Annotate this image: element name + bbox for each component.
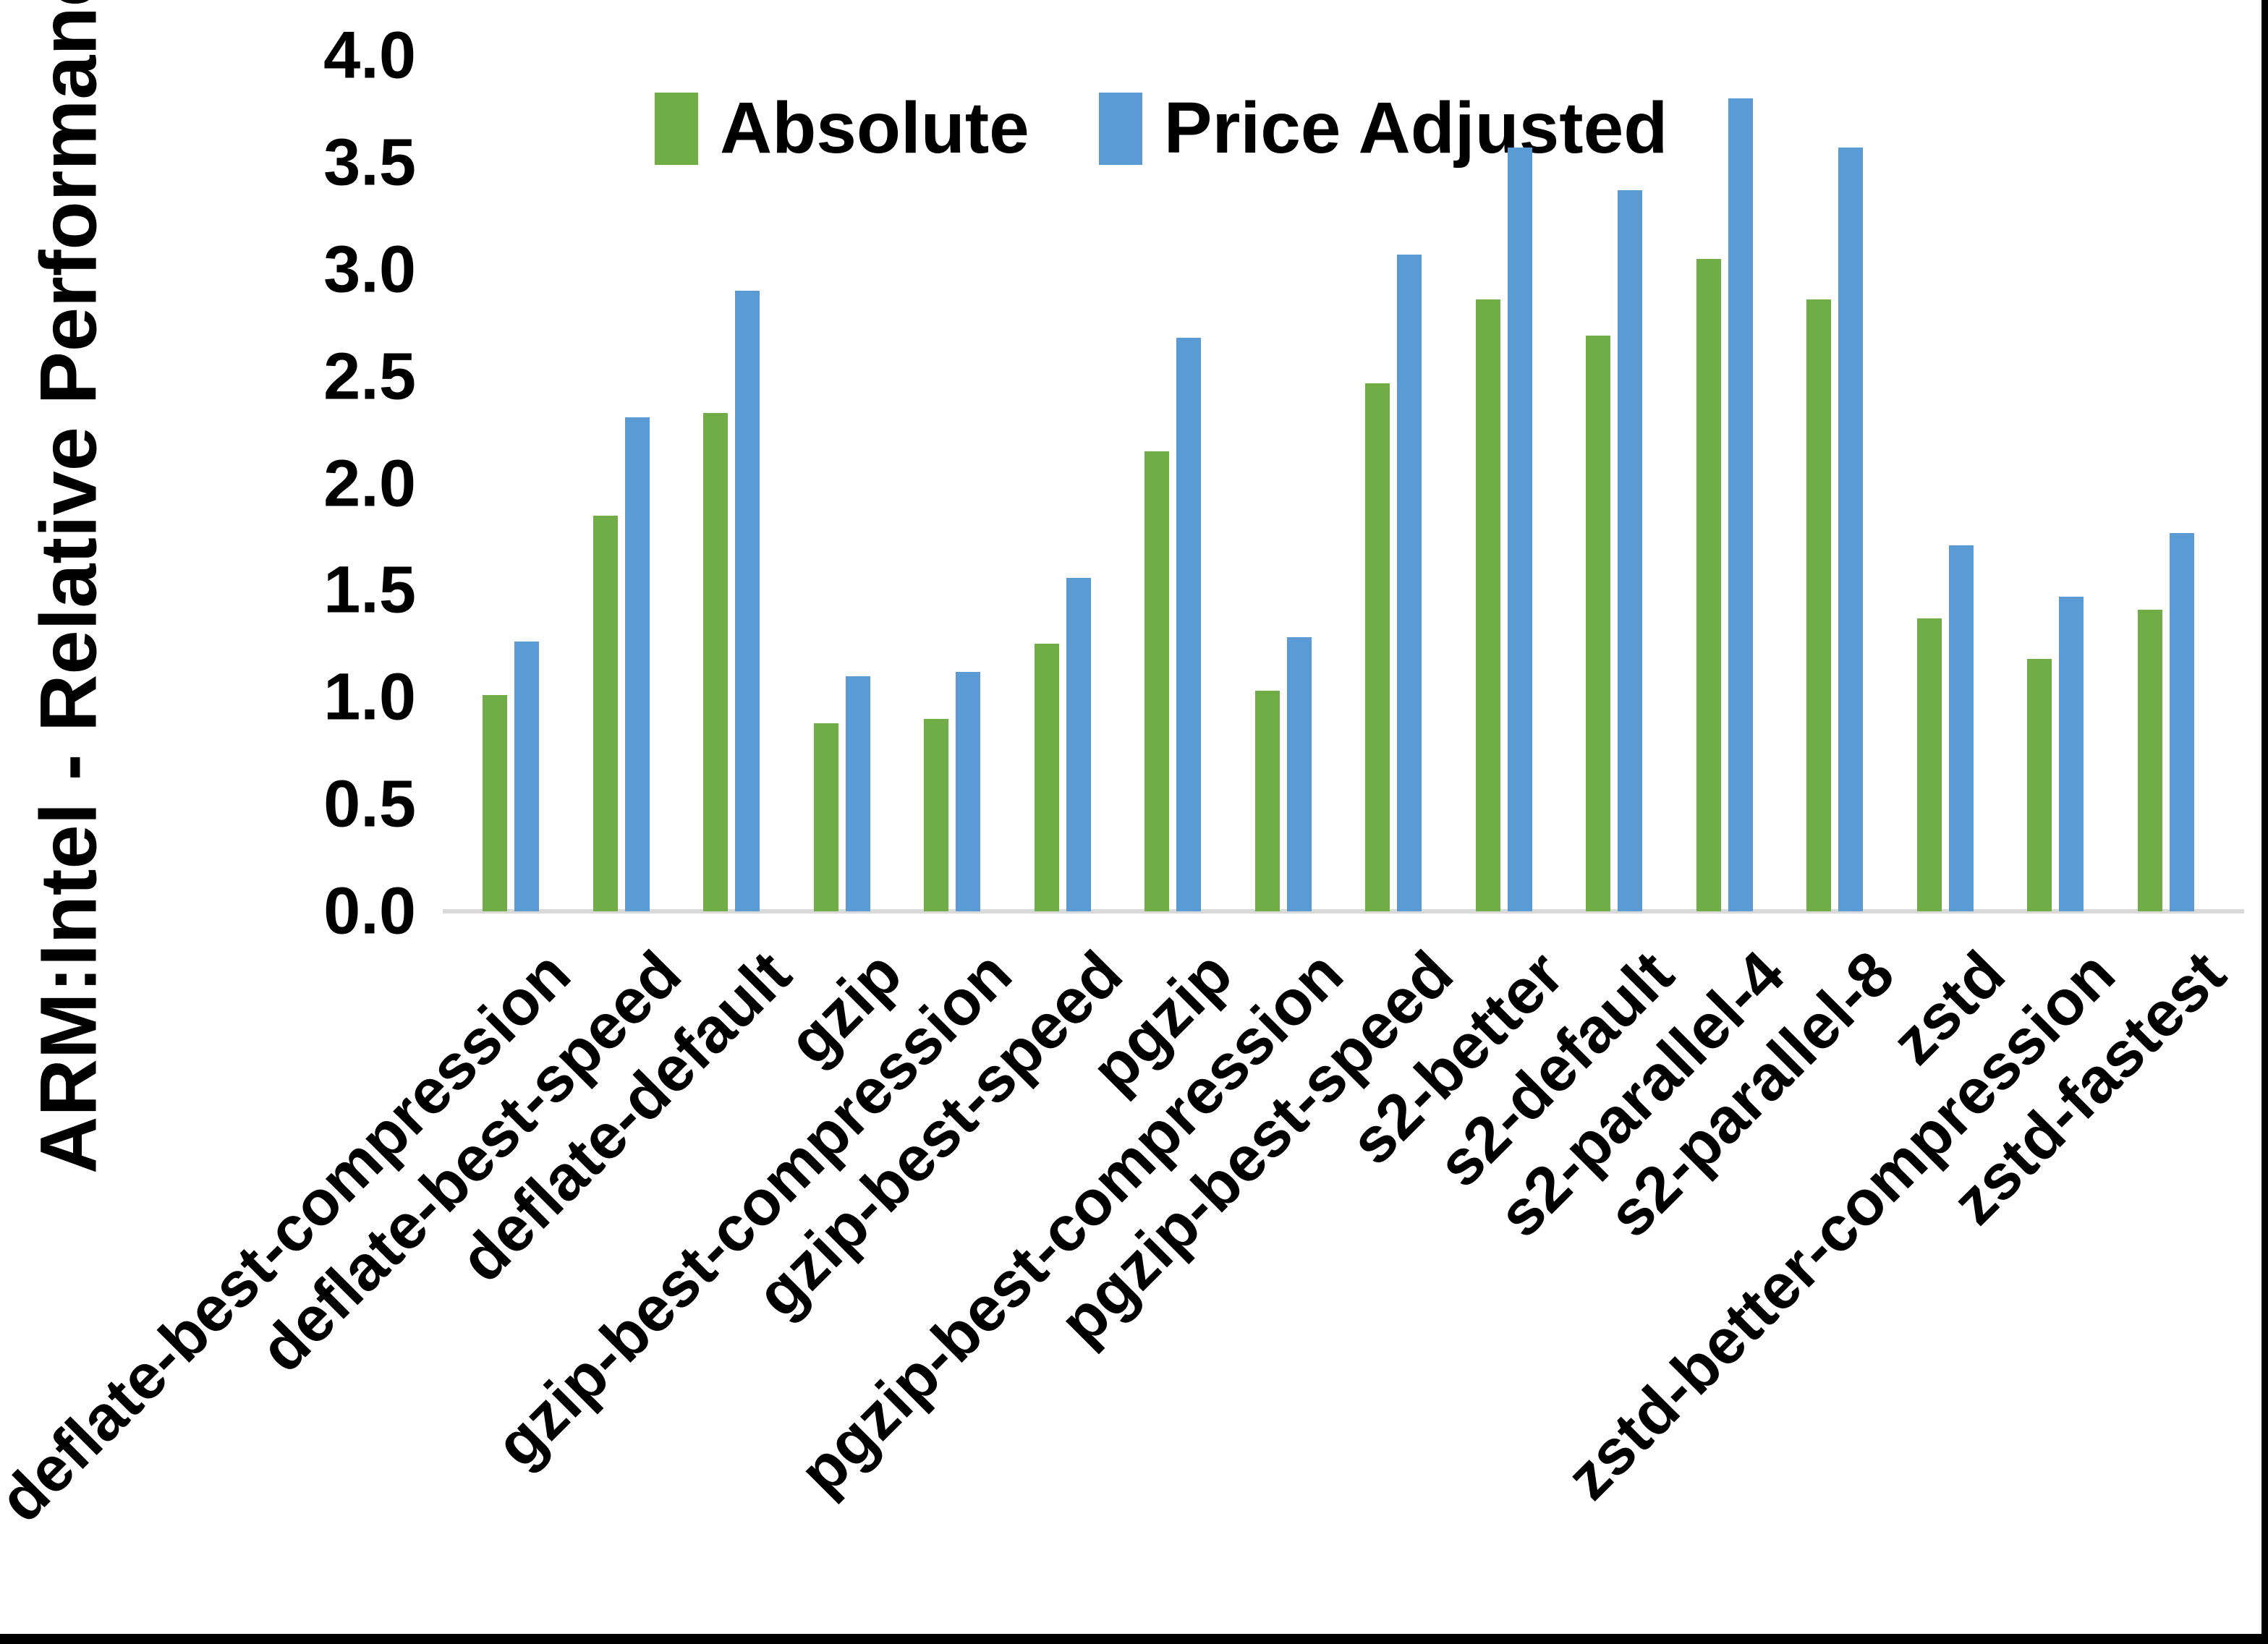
bar-absolute [1034, 644, 1059, 911]
bar-absolute [703, 412, 729, 911]
legend-item-price-adjusted: Price Adjusted [1098, 87, 1668, 170]
y-axis-tick-labels: 4.0 3.5 3.0 2.5 2.0 1.5 1.0 0.5 0.0 [0, 19, 416, 948]
bar-price-adjusted [1286, 637, 1312, 911]
bar-price-adjusted [1176, 338, 1202, 911]
bar-absolute [2137, 610, 2162, 911]
bar-absolute [1806, 299, 1832, 911]
bar-price-adjusted [845, 676, 870, 911]
bar-absolute [1586, 336, 1611, 911]
y-tick-label: 0.5 [323, 767, 416, 841]
bar-price-adjusted [956, 671, 981, 911]
y-tick-label: 2.5 [323, 339, 416, 414]
bar-price-adjusted [1066, 577, 1091, 911]
y-tick-label: 1.0 [323, 660, 416, 734]
bar-price-adjusted [1838, 148, 1864, 911]
bar-absolute [1696, 258, 1721, 911]
legend-label-absolute: Absolute [720, 88, 1029, 169]
bar-absolute [483, 695, 508, 911]
x-axis-line [443, 909, 2244, 913]
y-tick-label: 2.0 [323, 446, 416, 520]
absolute-series-swatch [655, 92, 698, 165]
bar-price-adjusted [2169, 532, 2194, 911]
bar-absolute [1144, 451, 1170, 911]
y-tick-label: 1.5 [323, 553, 416, 627]
bar-price-adjusted [1397, 255, 1422, 911]
screenshot-bottom-border [0, 1634, 2268, 1644]
y-tick-label: 0.0 [323, 874, 416, 948]
bar-absolute [2027, 659, 2052, 911]
x-axis-category-labels: deflate-best-compression deflate-best-spe… [0, 937, 2238, 1631]
bar-price-adjusted [735, 291, 760, 911]
bar-absolute [1475, 299, 1500, 911]
bar-price-adjusted [2059, 597, 2084, 911]
legend-label-price-adjusted: Price Adjusted [1163, 88, 1668, 169]
price-adjusted-series-swatch [1098, 92, 1142, 165]
bar-price-adjusted [624, 417, 650, 911]
bar-price-adjusted [1948, 545, 1974, 911]
y-tick-label: 4.0 [323, 18, 416, 93]
plot-area [443, 56, 2244, 913]
legend-item-absolute: Absolute [655, 87, 1029, 170]
y-tick-label: 3.0 [323, 232, 416, 307]
chart-legend: Absolute Price Adjusted [655, 87, 1668, 170]
bar-price-adjusted [1618, 190, 1643, 911]
screenshot-right-border [2261, 0, 2268, 1644]
bar-absolute [1365, 383, 1390, 911]
bar-absolute [813, 723, 838, 911]
bar-absolute [924, 718, 949, 911]
bar-absolute [1254, 691, 1280, 911]
bar-price-adjusted [1728, 98, 1753, 911]
y-tick-label: 3.5 [323, 125, 416, 200]
bar-absolute [1916, 618, 1942, 911]
bar-price-adjusted [1507, 148, 1532, 911]
bar-price-adjusted [514, 642, 540, 911]
bar-absolute [593, 515, 618, 911]
